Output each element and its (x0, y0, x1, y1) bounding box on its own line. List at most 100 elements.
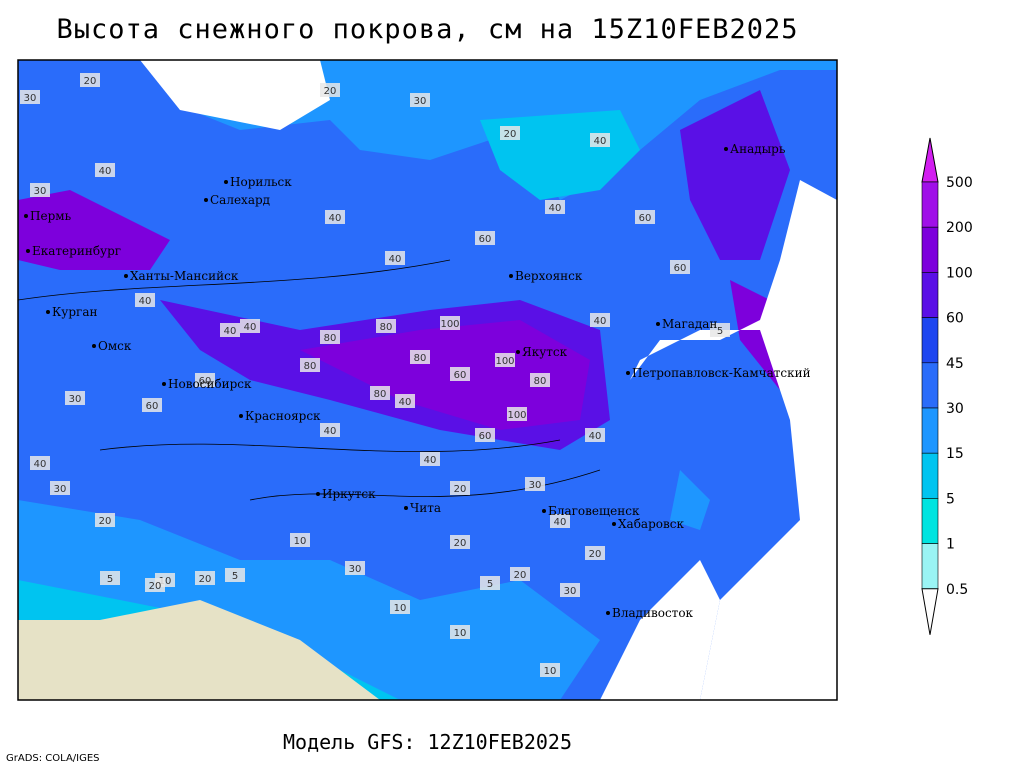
legend-box (921, 272, 939, 318)
contour-label-box (410, 350, 430, 364)
city-dot (724, 147, 728, 151)
contour-label-box (410, 93, 430, 107)
contour-label-box (560, 583, 580, 597)
contour-label: 20 (84, 76, 97, 87)
legend-label: 45 (946, 356, 964, 372)
contour-label: 10 (394, 603, 407, 614)
legend-label: 0.5 (946, 582, 968, 598)
contour-label: 40 (424, 455, 437, 466)
city-label: Хабаровск (618, 517, 684, 531)
contour-label-box (145, 578, 165, 592)
contour-label: 60 (479, 431, 492, 442)
legend-box (921, 407, 939, 454)
legend-label: 60 (946, 311, 964, 327)
contour-label-box (550, 514, 570, 528)
contour-label-box (325, 210, 345, 224)
contour-label-box (345, 561, 365, 575)
contour-label-box (65, 391, 85, 405)
city-label: Пермь (30, 209, 72, 223)
city-label: Ханты-Мансийск (130, 269, 239, 283)
contour-label: 30 (564, 586, 577, 597)
contour-label-box (30, 456, 50, 470)
contour-label: 5 (717, 326, 723, 337)
city-label: Салехард (210, 193, 270, 207)
contour-label: 40 (549, 203, 562, 214)
contour-label: 30 (24, 93, 37, 104)
contour-label-box (30, 183, 50, 197)
legend-arrow-bottom (921, 588, 939, 635)
contour-label-box (385, 251, 405, 265)
contour-label-box (95, 513, 115, 527)
contour-label-box (390, 600, 410, 614)
contour-label-box (495, 353, 515, 367)
contour-label-box (100, 571, 120, 585)
contour-label-box (507, 407, 527, 421)
contour-label-box (290, 533, 310, 547)
footer: Модель GFS: 12Z10FEB2025 (283, 730, 572, 754)
contour-label-box (500, 126, 520, 140)
city-dot (606, 611, 610, 615)
contour-label: 60 (479, 234, 492, 245)
contour-label: 80 (304, 361, 317, 372)
contour-label: 100 (507, 410, 526, 421)
contour-label-box (135, 293, 155, 307)
contour-label-box (710, 323, 730, 337)
contour-label-box (240, 319, 260, 333)
contour-label: 30 (414, 96, 427, 107)
city-dot (24, 214, 28, 218)
contour-label-box (540, 663, 560, 677)
contour-label: 20 (199, 574, 212, 585)
contour-label: 40 (399, 397, 412, 408)
contour-label: 40 (594, 136, 607, 147)
city-dot (509, 274, 513, 278)
contour-label: 40 (244, 322, 257, 333)
contour-label: 40 (139, 296, 152, 307)
city-dot (46, 310, 50, 314)
contour-label: 20 (454, 484, 467, 495)
city-label: Норильск (230, 175, 292, 189)
city-dot (92, 344, 96, 348)
contour-label: 20 (324, 86, 337, 97)
contour-label: 80 (380, 322, 393, 333)
contour-label-box (195, 571, 215, 585)
legend-box (921, 498, 939, 544)
city-dot (204, 198, 208, 202)
contour-label-box (530, 373, 550, 387)
contour-label: 40 (389, 254, 402, 265)
contour-label: 10 (294, 536, 307, 547)
contour-label-box (480, 576, 500, 590)
contour-label: 30 (54, 484, 67, 495)
city-label: Якутск (522, 345, 568, 359)
contour-label-box (450, 367, 470, 381)
city-dot (26, 249, 30, 253)
contour-label-box (525, 477, 545, 491)
contour-label: 100 (495, 356, 514, 367)
city-dot (612, 522, 616, 526)
contour-label: 80 (374, 389, 387, 400)
contour-label: 40 (324, 426, 337, 437)
city-dot (626, 371, 630, 375)
contour-label: 60 (454, 370, 467, 381)
contour-label-box (320, 330, 340, 344)
legend-label: 100 (946, 265, 973, 281)
city-dot (162, 382, 166, 386)
contour-label-box (225, 568, 245, 582)
city-dot (542, 509, 546, 513)
contour-label: 100 (440, 319, 459, 330)
city-dot (516, 350, 520, 354)
legend-box (921, 452, 939, 499)
contour-label-box (370, 386, 390, 400)
city-label: Магадан (662, 317, 717, 331)
contour-label: 40 (554, 517, 567, 528)
contour-label: 30 (349, 564, 362, 575)
contour-label: 60 (674, 263, 687, 274)
contour-label: 40 (329, 213, 342, 224)
contour-label-box (95, 163, 115, 177)
city-label: Омск (98, 339, 132, 353)
city-label: Иркутск (322, 487, 376, 501)
contour-label-box (670, 260, 690, 274)
city-label: Петропавловск-Камчатский (632, 366, 811, 380)
contour-label-box (635, 210, 655, 224)
contour-label: 10 (544, 666, 557, 677)
contour-label: 40 (34, 459, 47, 470)
